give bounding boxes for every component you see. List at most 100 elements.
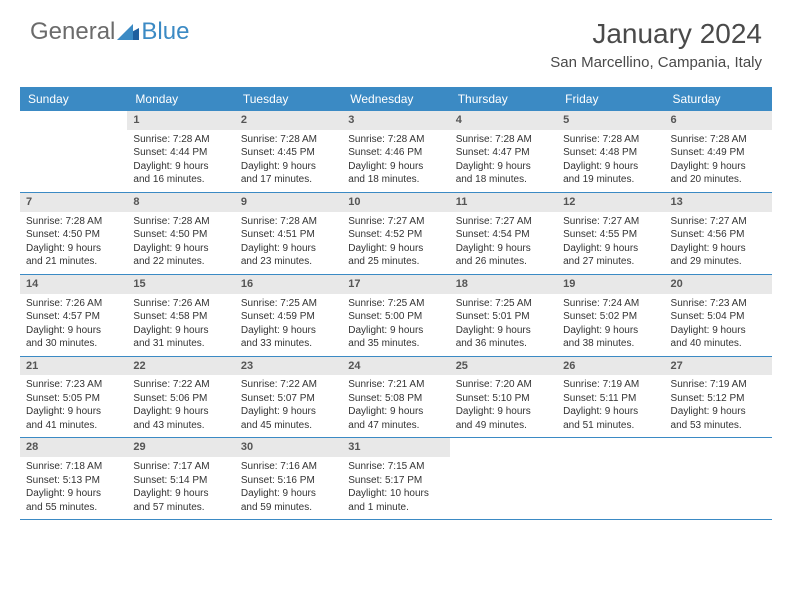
sunrise-text: Sunrise: 7:28 AM [133,215,228,229]
empty-day-cell [450,438,557,519]
daylight-text: Daylight: 9 hours [671,405,766,419]
day-number: 24 [342,357,449,376]
sunrise-text: Sunrise: 7:27 AM [348,215,443,229]
day-cell: 22Sunrise: 7:22 AMSunset: 5:06 PMDayligh… [127,357,234,438]
sunset-text: Sunset: 5:11 PM [563,392,658,406]
day-cell: 1Sunrise: 7:28 AMSunset: 4:44 PMDaylight… [127,111,234,192]
daylight-text: Daylight: 9 hours [241,487,336,501]
day-number: 23 [235,357,342,376]
sunrise-text: Sunrise: 7:19 AM [671,378,766,392]
daylight-text: and 38 minutes. [563,337,658,351]
day-content: Sunrise: 7:19 AMSunset: 5:11 PMDaylight:… [557,375,664,437]
daylight-text: and 20 minutes. [671,173,766,187]
day-number: 9 [235,193,342,212]
day-cell: 9Sunrise: 7:28 AMSunset: 4:51 PMDaylight… [235,193,342,274]
sunset-text: Sunset: 4:52 PM [348,228,443,242]
week-row: 14Sunrise: 7:26 AMSunset: 4:57 PMDayligh… [20,275,772,357]
day-number: 15 [127,275,234,294]
day-cell: 12Sunrise: 7:27 AMSunset: 4:55 PMDayligh… [557,193,664,274]
day-content: Sunrise: 7:16 AMSunset: 5:16 PMDaylight:… [235,457,342,519]
daylight-text: Daylight: 9 hours [456,324,551,338]
day-content: Sunrise: 7:15 AMSunset: 5:17 PMDaylight:… [342,457,449,519]
daylight-text: Daylight: 9 hours [348,324,443,338]
day-number: 4 [450,111,557,130]
day-number: 26 [557,357,664,376]
weekday-header: Tuesday [235,87,342,111]
daylight-text: Daylight: 9 hours [348,160,443,174]
daylight-text: Daylight: 9 hours [348,405,443,419]
sunset-text: Sunset: 5:17 PM [348,474,443,488]
day-content: Sunrise: 7:23 AMSunset: 5:04 PMDaylight:… [665,294,772,356]
sunset-text: Sunset: 5:00 PM [348,310,443,324]
sunrise-text: Sunrise: 7:28 AM [241,133,336,147]
day-cell: 10Sunrise: 7:27 AMSunset: 4:52 PMDayligh… [342,193,449,274]
daylight-text: and 49 minutes. [456,419,551,433]
day-number: 2 [235,111,342,130]
sunset-text: Sunset: 4:50 PM [133,228,228,242]
empty-day-cell [665,438,772,519]
sunset-text: Sunset: 5:05 PM [26,392,121,406]
sunrise-text: Sunrise: 7:19 AM [563,378,658,392]
daylight-text: and 18 minutes. [348,173,443,187]
day-content: Sunrise: 7:27 AMSunset: 4:52 PMDaylight:… [342,212,449,274]
day-cell: 21Sunrise: 7:23 AMSunset: 5:05 PMDayligh… [20,357,127,438]
day-number: 3 [342,111,449,130]
week-row: 1Sunrise: 7:28 AMSunset: 4:44 PMDaylight… [20,111,772,193]
day-cell: 26Sunrise: 7:19 AMSunset: 5:11 PMDayligh… [557,357,664,438]
daylight-text: Daylight: 9 hours [241,242,336,256]
weekday-header-row: SundayMondayTuesdayWednesdayThursdayFrid… [20,87,772,111]
day-number: 20 [665,275,772,294]
day-number: 10 [342,193,449,212]
daylight-text: and 23 minutes. [241,255,336,269]
day-number: 6 [665,111,772,130]
day-content: Sunrise: 7:20 AMSunset: 5:10 PMDaylight:… [450,375,557,437]
daylight-text: Daylight: 9 hours [133,324,228,338]
day-content: Sunrise: 7:25 AMSunset: 4:59 PMDaylight:… [235,294,342,356]
day-number: 13 [665,193,772,212]
daylight-text: and 18 minutes. [456,173,551,187]
daylight-text: Daylight: 9 hours [133,242,228,256]
logo-text-second: Blue [141,18,189,46]
day-content: Sunrise: 7:28 AMSunset: 4:49 PMDaylight:… [665,130,772,192]
day-cell: 13Sunrise: 7:27 AMSunset: 4:56 PMDayligh… [665,193,772,274]
day-cell: 28Sunrise: 7:18 AMSunset: 5:13 PMDayligh… [20,438,127,519]
day-cell: 14Sunrise: 7:26 AMSunset: 4:57 PMDayligh… [20,275,127,356]
sunset-text: Sunset: 4:55 PM [563,228,658,242]
day-content: Sunrise: 7:17 AMSunset: 5:14 PMDaylight:… [127,457,234,519]
day-cell: 31Sunrise: 7:15 AMSunset: 5:17 PMDayligh… [342,438,449,519]
day-cell: 18Sunrise: 7:25 AMSunset: 5:01 PMDayligh… [450,275,557,356]
logo: General Blue [30,18,189,46]
sunset-text: Sunset: 5:06 PM [133,392,228,406]
daylight-text: Daylight: 9 hours [241,405,336,419]
sunset-text: Sunset: 5:02 PM [563,310,658,324]
day-cell: 20Sunrise: 7:23 AMSunset: 5:04 PMDayligh… [665,275,772,356]
sunrise-text: Sunrise: 7:17 AM [133,460,228,474]
day-number: 21 [20,357,127,376]
sunrise-text: Sunrise: 7:27 AM [671,215,766,229]
daylight-text: and 57 minutes. [133,501,228,515]
day-number: 5 [557,111,664,130]
sunrise-text: Sunrise: 7:21 AM [348,378,443,392]
sunset-text: Sunset: 4:50 PM [26,228,121,242]
day-content: Sunrise: 7:23 AMSunset: 5:05 PMDaylight:… [20,375,127,437]
daylight-text: Daylight: 9 hours [563,160,658,174]
daylight-text: and 22 minutes. [133,255,228,269]
sunset-text: Sunset: 5:08 PM [348,392,443,406]
day-cell: 5Sunrise: 7:28 AMSunset: 4:48 PMDaylight… [557,111,664,192]
sunset-text: Sunset: 4:56 PM [671,228,766,242]
day-cell: 30Sunrise: 7:16 AMSunset: 5:16 PMDayligh… [235,438,342,519]
day-cell: 29Sunrise: 7:17 AMSunset: 5:14 PMDayligh… [127,438,234,519]
day-content: Sunrise: 7:21 AMSunset: 5:08 PMDaylight:… [342,375,449,437]
day-number: 17 [342,275,449,294]
sunset-text: Sunset: 4:47 PM [456,146,551,160]
sunset-text: Sunset: 4:49 PM [671,146,766,160]
day-content: Sunrise: 7:18 AMSunset: 5:13 PMDaylight:… [20,457,127,519]
sunset-text: Sunset: 5:13 PM [26,474,121,488]
daylight-text: Daylight: 9 hours [26,487,121,501]
daylight-text: and 1 minute. [348,501,443,515]
sunrise-text: Sunrise: 7:18 AM [26,460,121,474]
day-number: 25 [450,357,557,376]
day-content: Sunrise: 7:28 AMSunset: 4:45 PMDaylight:… [235,130,342,192]
month-title: January 2024 [550,18,762,50]
day-content: Sunrise: 7:22 AMSunset: 5:06 PMDaylight:… [127,375,234,437]
